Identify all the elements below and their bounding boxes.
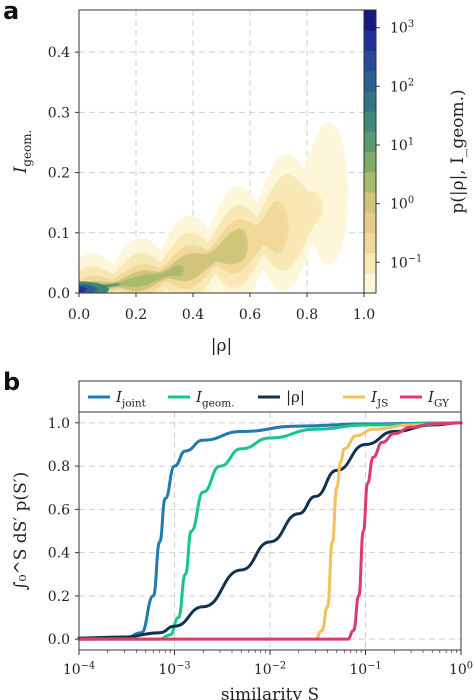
colorbar-tick-label: 100 <box>390 195 414 213</box>
x-tick-label: 10−3 <box>158 660 190 678</box>
colorbar-segment <box>364 151 376 173</box>
y-tick-label: 0.6 <box>48 502 70 518</box>
y-tick-label: 0.4 <box>48 45 70 61</box>
x-tick-label: 10−2 <box>254 660 286 678</box>
y-tick-label: 0.3 <box>48 105 70 121</box>
series-line-1 <box>77 421 463 641</box>
legend-label: |ρ| <box>286 388 305 406</box>
colorbar-segment <box>364 272 376 294</box>
y-tick-label: 0.8 <box>48 459 70 475</box>
x-tick-label: 0.6 <box>239 307 261 323</box>
x-tick-label: 1.0 <box>353 307 375 323</box>
y-axis-label: Igeom. <box>11 130 34 175</box>
colorbar-segment <box>364 70 376 92</box>
colorbar-label: p(|ρ|, I_geom.) <box>448 89 468 213</box>
y-tick-label: 0.2 <box>48 589 70 605</box>
colorbar-segment <box>364 232 376 254</box>
series-line-0 <box>77 421 463 641</box>
legend-label: Ijoint <box>115 388 147 410</box>
colorbar-segment <box>364 252 376 274</box>
legend-label: Igeom. <box>195 388 235 410</box>
colorbar-tick-label: 101 <box>390 136 414 154</box>
x-tick-label: 0.4 <box>182 307 204 323</box>
colorbar-segment <box>364 90 376 112</box>
colorbar-segment <box>364 30 376 51</box>
series-line-4 <box>77 421 463 641</box>
colorbar-tick-label: 103 <box>390 19 414 37</box>
colorbar-segment <box>364 111 376 132</box>
y-tick-label: 0.4 <box>48 546 70 562</box>
colorbar-segment <box>364 131 376 152</box>
colorbar-segment <box>364 50 376 72</box>
x-tick-label: 10−4 <box>63 660 95 678</box>
x-axis-label: similarity S <box>221 685 319 700</box>
panel-a-heatmap: 0.0 0.2 0.4 0.6 0.8 1.0 0.0 0.1 0.2 0.3 0.4 |ρ| Igeo… <box>11 9 375 356</box>
x-tick-label: 100 <box>449 660 473 678</box>
panel-a-colorbar: 103 102 101 100 10−1 p(|ρ|, I_geom.) <box>363 9 468 294</box>
y-tick-label: 0.2 <box>48 166 70 182</box>
colorbar-segment <box>364 171 376 193</box>
x-tick-label: 10−1 <box>349 660 381 678</box>
x-tick-label: 0.0 <box>68 307 90 323</box>
series-line-2 <box>77 421 463 640</box>
legend-label: IJS <box>370 388 388 410</box>
colorbar-segment <box>364 10 376 31</box>
y-tick-label: 1.0 <box>48 416 70 432</box>
colorbar-segment <box>364 191 376 213</box>
y-tick-label: 0.1 <box>48 226 70 242</box>
panel-b-letter: b <box>3 368 20 396</box>
y-tick-label: 0.0 <box>48 632 70 648</box>
density-cloud <box>79 121 349 293</box>
colorbar-tick-label: 10−1 <box>390 254 422 272</box>
legend-label: IGY <box>427 388 450 410</box>
colorbar-tick-label: 102 <box>390 78 414 96</box>
x-tick-label: 0.8 <box>296 307 318 323</box>
colorbar-segment <box>364 212 376 233</box>
y-tick-label: 0.0 <box>48 286 70 302</box>
panel-a-letter: a <box>3 0 19 25</box>
panel-b-cdf-plot: 10−4 10−3 10−2 10−1 100 0.0 0.2 0.4 0.6 0.8 1.0 Ijo… <box>11 380 473 700</box>
x-tick-label: 0.2 <box>125 307 147 323</box>
x-axis-label: |ρ| <box>211 336 232 356</box>
y-axis-label: ∫₀^S dS′ p(S′) <box>11 472 31 590</box>
